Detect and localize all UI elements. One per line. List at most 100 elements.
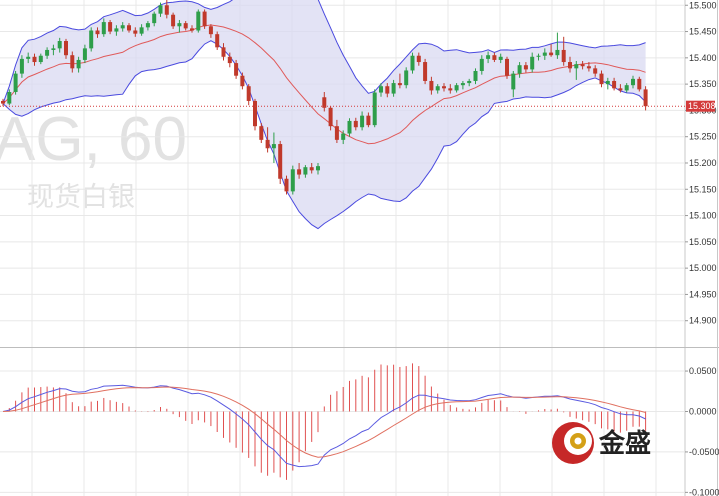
macd-line <box>2 384 646 468</box>
candle-body <box>523 65 528 70</box>
candle-body <box>152 13 157 24</box>
candle-body <box>114 28 119 32</box>
candle-body <box>82 48 87 60</box>
candle <box>605 77 610 90</box>
candle-body <box>549 52 554 56</box>
last-price-tag <box>686 100 715 112</box>
candle-body <box>334 126 339 140</box>
candle <box>353 117 358 131</box>
macd-grid <box>0 348 684 496</box>
candle-body <box>271 144 276 149</box>
candle <box>101 18 106 37</box>
candle <box>536 53 541 61</box>
candle <box>530 52 535 73</box>
candle-body <box>479 58 484 71</box>
candle-body <box>429 80 434 91</box>
candle-body <box>101 22 106 35</box>
candle <box>454 83 459 93</box>
price-tick-label: 15.000 <box>689 263 717 273</box>
candle <box>19 55 24 78</box>
candle-body <box>643 89 648 107</box>
candle <box>177 19 182 33</box>
candle-body <box>1 100 5 104</box>
candle-body <box>240 75 245 87</box>
candle <box>385 83 390 98</box>
price-axis: 15.50015.45015.40015.35015.30015.25015.2… <box>685 0 717 326</box>
candle-body <box>574 64 579 69</box>
candle <box>316 162 320 175</box>
candle <box>190 25 194 33</box>
candle <box>278 140 283 185</box>
candle <box>347 118 352 137</box>
candle <box>372 89 377 128</box>
candle <box>208 24 213 38</box>
candle-body <box>76 59 81 69</box>
candle <box>505 56 509 79</box>
price-tick-label: 15.400 <box>689 53 717 63</box>
candle-body <box>517 65 522 74</box>
candle <box>183 21 188 31</box>
candle <box>64 38 68 59</box>
candle <box>631 75 635 89</box>
candle <box>410 52 415 74</box>
candle-body <box>284 178 289 192</box>
candle <box>271 132 276 163</box>
candle-body <box>259 126 264 140</box>
candle <box>89 27 94 52</box>
macd-tick-label: 0.0000 <box>689 406 717 416</box>
candle <box>95 27 100 38</box>
candle <box>290 165 295 195</box>
candle <box>517 62 522 78</box>
candle <box>303 165 308 178</box>
candle-body <box>32 56 37 63</box>
candle <box>624 83 629 93</box>
candle <box>139 24 144 36</box>
candle-body <box>555 49 560 56</box>
macd-tick-label: 0.0500 <box>689 366 717 376</box>
macd-tick-label: -0.1000 <box>689 487 719 496</box>
candle <box>196 9 201 33</box>
candle <box>467 78 472 87</box>
candle <box>45 47 50 59</box>
candle <box>498 53 503 64</box>
candle <box>599 70 604 88</box>
candle-body <box>397 83 402 86</box>
candle-body <box>13 73 18 93</box>
candle <box>442 83 446 92</box>
candle <box>580 60 585 70</box>
candle-body <box>234 63 239 76</box>
candle <box>542 48 547 60</box>
price-tick-label: 15.100 <box>689 211 717 221</box>
candle-body <box>631 78 635 86</box>
candle-body <box>347 120 352 134</box>
candle-body <box>208 26 213 35</box>
candle-body <box>253 100 257 127</box>
candle-body <box>38 55 43 63</box>
price-tick-label: 15.150 <box>689 184 717 194</box>
candle <box>265 127 270 153</box>
candle <box>479 55 484 75</box>
candle <box>593 65 598 77</box>
candle-body <box>265 139 270 149</box>
candle-body <box>580 64 585 67</box>
logo-text: 金盛 <box>598 428 651 459</box>
candle-body <box>530 56 535 70</box>
candle <box>435 84 440 94</box>
candle-body <box>158 5 163 14</box>
candle-body <box>605 80 610 85</box>
band-fill <box>3 0 646 229</box>
candle-body <box>303 167 308 175</box>
candle <box>7 89 12 106</box>
candle <box>643 86 648 111</box>
candle-body <box>416 55 421 63</box>
candle <box>391 79 396 97</box>
candle-body <box>19 58 24 74</box>
middle-band-line <box>2 24 646 145</box>
candle <box>70 51 75 73</box>
candle <box>32 53 37 66</box>
candle-body <box>467 80 472 84</box>
candle-body <box>64 41 68 56</box>
brand-logo: 金盛 <box>552 422 651 464</box>
bollinger-bands <box>2 0 646 230</box>
